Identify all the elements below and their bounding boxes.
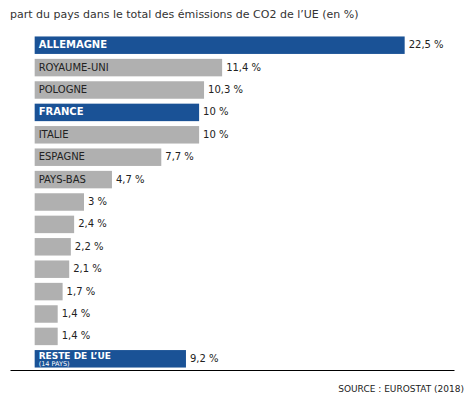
bar <box>35 104 199 121</box>
data-label: 1,4 % <box>62 330 91 341</box>
bar <box>35 59 222 76</box>
bar <box>35 238 71 255</box>
data-label: 10 % <box>203 106 228 117</box>
bar <box>35 216 74 233</box>
data-label: 22,5 % <box>409 39 444 50</box>
data-label: 10 % <box>203 129 228 140</box>
bar <box>35 126 199 143</box>
data-label: 4,7 % <box>116 174 145 185</box>
bar <box>35 350 186 367</box>
x-axis <box>11 370 455 371</box>
category-label: ROYAUME-UNI <box>39 62 109 73</box>
category-label: PAYS-BAS <box>39 174 86 185</box>
data-label: 2,1 % <box>73 263 102 274</box>
data-label: 7,7 % <box>165 151 194 162</box>
x-axis-line <box>11 370 455 371</box>
bar <box>35 148 162 165</box>
bar <box>35 81 204 98</box>
chart: part du pays dans le total des émissions… <box>0 0 474 400</box>
bar <box>35 36 405 53</box>
bar <box>35 260 70 277</box>
category-label: ESPAGNE <box>39 151 85 162</box>
labels: 22,5 % 11,4 % 10,3 % 10 % 10 % 7,7 % 4,7 % 3 % 2… <box>39 39 444 368</box>
data-label: 9,2 % <box>190 353 219 364</box>
source-note: SOURCE : EUROSTAT (2018) <box>338 384 464 394</box>
data-label: 1,7 % <box>67 286 96 297</box>
data-label: 11,4 % <box>226 62 261 73</box>
category-subtitle: (14 PAYS) <box>39 360 70 368</box>
category-label: FRANCE <box>39 106 84 117</box>
data-label: 10,3 % <box>208 84 243 95</box>
data-label: 1,4 % <box>62 308 91 319</box>
data-label: 2,2 % <box>75 241 104 252</box>
bar <box>35 283 63 300</box>
bar <box>35 328 58 345</box>
data-label: 3 % <box>88 196 107 207</box>
bar <box>35 171 112 188</box>
bars <box>35 36 405 367</box>
bar <box>35 193 84 210</box>
title: part du pays dans le total des émissions… <box>10 8 358 21</box>
bar <box>35 305 58 322</box>
category-label: ITALIE <box>39 129 69 140</box>
category-label: POLOGNE <box>39 84 88 95</box>
data-label: 2,4 % <box>78 218 107 229</box>
category-label: ALLEMAGNE <box>39 39 108 50</box>
